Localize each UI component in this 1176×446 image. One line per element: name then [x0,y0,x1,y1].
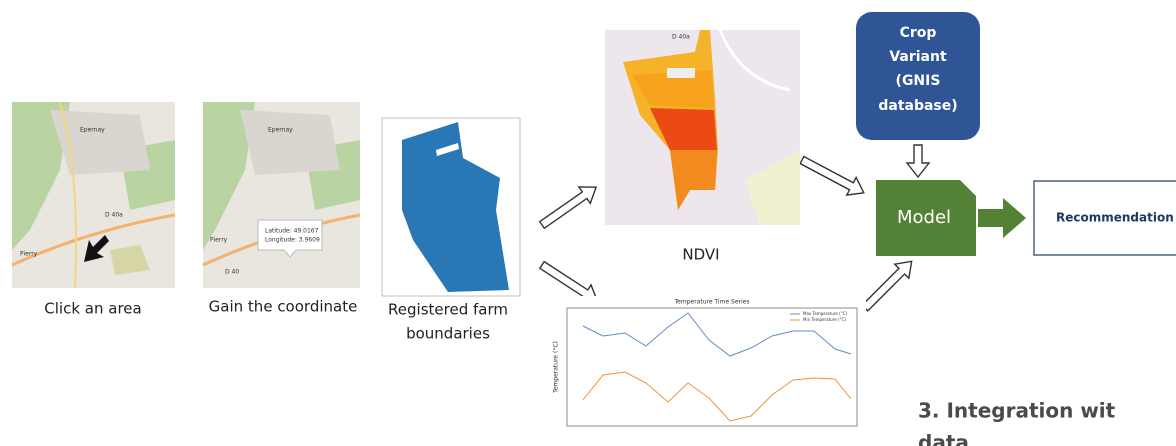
map-label: D 40 [225,269,239,276]
ndvi-caption: NDVI [682,246,719,264]
legend-label: Min Temperature (°C) [803,317,846,322]
crop-variant-text: Variant [889,49,947,65]
flow-arrow [797,151,868,202]
model-label: Model [897,207,951,228]
map-label: D 40a [672,34,690,41]
flow-arrow [536,179,602,233]
ndvi-gap [667,68,695,78]
ndvi-map: D 40a [605,30,800,225]
legend-label: Max Temperature (°C) [803,311,848,316]
map-label: D 40a [105,212,123,219]
chart-title: Temperature Time Series [674,299,750,306]
temperature-chart: Temperature Time Series Temperature (°C)… [548,296,866,446]
step-caption: Click an area [44,300,141,318]
map-label: Pierry [210,237,228,244]
map-click: Epernay Pierry D 40a [12,102,175,288]
model-arrow [978,198,1026,238]
crop-variant-text: database) [878,98,957,114]
diagram: Epernay Pierry D 40a Click an area Epern… [0,0,1176,446]
flow-arrow [907,145,929,177]
map-label: Pierry [20,251,38,258]
crop-variant-text: (GNIS [896,73,941,89]
farm-boundary-plot [382,118,520,296]
page: { "steps": [ {"caption": "Click an area"… [0,0,1176,446]
map-coordinate: Epernay Pierry D 40 Latitude: 49.0167 Lo… [203,102,360,288]
popup-text: Longitude: 3.9609 [265,237,320,244]
section-heading: 3. Integration wit [918,399,1116,423]
popup-text: Latitude: 49.0167 [265,228,319,235]
step-caption: boundaries [406,325,490,343]
map-label: Epernay [268,127,293,134]
step-caption: Gain the coordinate [209,298,358,316]
axis-label: Temperature (°C) [553,341,560,394]
flow-arrow [858,254,919,315]
map-label: Epernay [80,127,105,134]
section-heading: data [918,431,969,446]
map-town [240,110,340,175]
crop-variant-text: Crop [900,25,937,41]
recommendation-label: Recommendation [1056,211,1174,225]
step-caption: Registered farm [388,301,508,319]
